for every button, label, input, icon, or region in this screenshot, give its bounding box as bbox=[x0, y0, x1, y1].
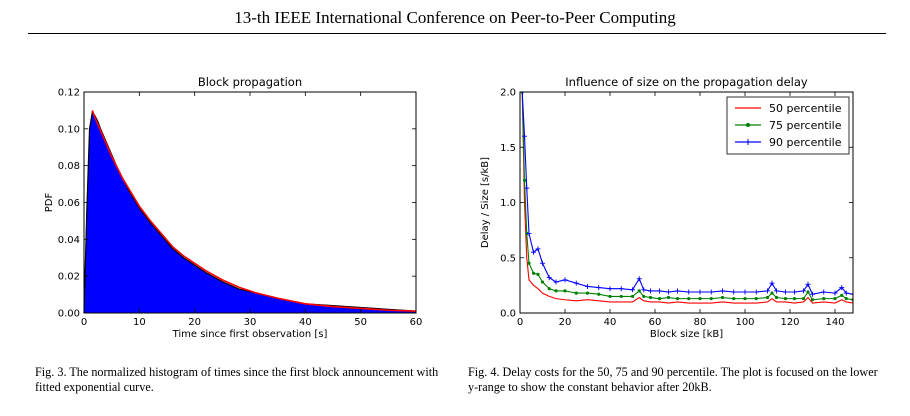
chart2-ytick-label: 0.5 bbox=[500, 253, 516, 264]
legend-label: 50 percentile bbox=[769, 102, 842, 115]
chart1-xlabel: Time since first observation [s] bbox=[172, 329, 328, 340]
chart1-ytick-label: 0.06 bbox=[58, 198, 80, 209]
series-point bbox=[536, 272, 540, 276]
page-header: 13-th IEEE International Conference on P… bbox=[234, 8, 676, 27]
series-point bbox=[801, 297, 806, 301]
series-point bbox=[531, 271, 536, 275]
series-point bbox=[732, 297, 736, 301]
series-point bbox=[720, 295, 725, 300]
series-point bbox=[709, 297, 713, 301]
figure-4-caption: Fig. 4. Delay costs for the 50, 75 and 9… bbox=[468, 365, 878, 394]
chart1-ytick-label: 0.10 bbox=[58, 124, 80, 135]
exponential-fit-line bbox=[91, 110, 417, 312]
chart2-xtick-label: 20 bbox=[559, 317, 572, 328]
chart2-ylabel: Delay / Size [s/kB] bbox=[480, 157, 491, 248]
series-point bbox=[754, 297, 758, 301]
chart1: 0 10 20 30 40 50 60 0.00 0.02 0.04 0.06 0.08 0.10 0.1… bbox=[44, 75, 422, 340]
chart2-title: Influence of size on the propagation del… bbox=[565, 75, 808, 89]
chart1-title: Block propagation bbox=[198, 75, 302, 89]
chart2-ytick-label: 1.0 bbox=[500, 198, 516, 209]
chart1-xtick-label: 40 bbox=[299, 317, 312, 328]
chart1-xtick-label: 60 bbox=[410, 317, 423, 328]
series-point bbox=[774, 295, 779, 300]
series-point bbox=[574, 291, 578, 295]
series-point bbox=[522, 178, 527, 182]
series-point bbox=[698, 297, 702, 301]
histogram-area bbox=[84, 112, 416, 313]
chart2-xtick-label: 120 bbox=[780, 317, 799, 328]
chart1-xtick-label: 50 bbox=[354, 317, 367, 328]
series-point bbox=[792, 297, 797, 301]
series-line-2 bbox=[521, 92, 853, 295]
chart2-xtick-label: 100 bbox=[735, 317, 754, 328]
legend-marker bbox=[746, 123, 750, 127]
series-point bbox=[527, 261, 531, 265]
legend-label: 90 percentile bbox=[769, 136, 842, 149]
chart2-xtick-label: 80 bbox=[694, 317, 707, 328]
chart1-ytick-label: 0.02 bbox=[58, 272, 80, 283]
header-rule bbox=[28, 33, 886, 34]
series-point bbox=[783, 297, 788, 301]
chart1-ytick-label: 0.08 bbox=[58, 161, 80, 172]
chart2-series bbox=[520, 92, 853, 304]
series-point bbox=[743, 297, 747, 301]
series-point bbox=[833, 297, 837, 301]
series-point bbox=[806, 290, 810, 294]
chart2-ytick-label: 1.5 bbox=[500, 143, 516, 154]
series-point bbox=[666, 295, 671, 300]
chart1-xtick-label: 0 bbox=[81, 317, 87, 328]
series-point bbox=[547, 287, 551, 291]
series-point bbox=[844, 297, 848, 301]
series-point bbox=[630, 294, 635, 299]
chart2-xtick-label: 40 bbox=[604, 317, 617, 328]
series-point bbox=[675, 297, 680, 301]
chart2-ytick-label: 0.0 bbox=[500, 309, 516, 320]
series-point bbox=[770, 291, 774, 295]
chart2-legend: 50 percentile 75 percentile 90 percentile bbox=[726, 96, 850, 155]
chart2-xtick-label: 0 bbox=[517, 317, 523, 328]
chart1-xtick-label: 10 bbox=[133, 317, 146, 328]
chart1-xtick-label: 20 bbox=[188, 317, 201, 328]
chart1-ytick-label: 0.00 bbox=[58, 309, 80, 320]
series-point bbox=[619, 294, 623, 299]
chart1-ytick-label: 0.04 bbox=[58, 235, 80, 246]
chart2-xtick-label: 140 bbox=[825, 317, 844, 328]
series-point bbox=[563, 289, 567, 293]
chart2-xlabel: Block size [kB] bbox=[650, 329, 723, 340]
series-line-0 bbox=[521, 92, 853, 304]
chart1-ylabel: PDF bbox=[44, 193, 55, 213]
chart2-xtick-label: 60 bbox=[649, 317, 662, 328]
series-point bbox=[642, 294, 646, 299]
series-point bbox=[648, 295, 653, 300]
series-point bbox=[822, 297, 826, 301]
series-point bbox=[810, 298, 815, 302]
series-point bbox=[657, 297, 662, 301]
chart1-ytick-label: 0.12 bbox=[58, 88, 80, 99]
figure-3-caption: Fig. 3. The normalized histogram of time… bbox=[35, 365, 439, 394]
series-point bbox=[687, 297, 691, 301]
figures-canvas: 0 10 20 30 40 50 600.000.020.040.060.080.100.1… bbox=[44, 75, 854, 340]
series-point bbox=[597, 292, 601, 296]
series-point bbox=[840, 293, 844, 297]
chart1-xtick-label: 30 bbox=[244, 317, 257, 328]
series-point bbox=[637, 289, 641, 293]
chart2: 0 20 40 60 80 100 120 140 0.0 0.5 1.0 1.5 2.0 Influen… bbox=[480, 75, 854, 340]
legend-label: 75 percentile bbox=[769, 119, 842, 132]
series-point bbox=[554, 289, 558, 293]
series-point bbox=[765, 295, 770, 300]
series-point bbox=[540, 280, 545, 284]
series-point bbox=[585, 291, 590, 295]
chart2-ytick-label: 2.0 bbox=[500, 88, 516, 99]
series-point bbox=[608, 294, 612, 299]
